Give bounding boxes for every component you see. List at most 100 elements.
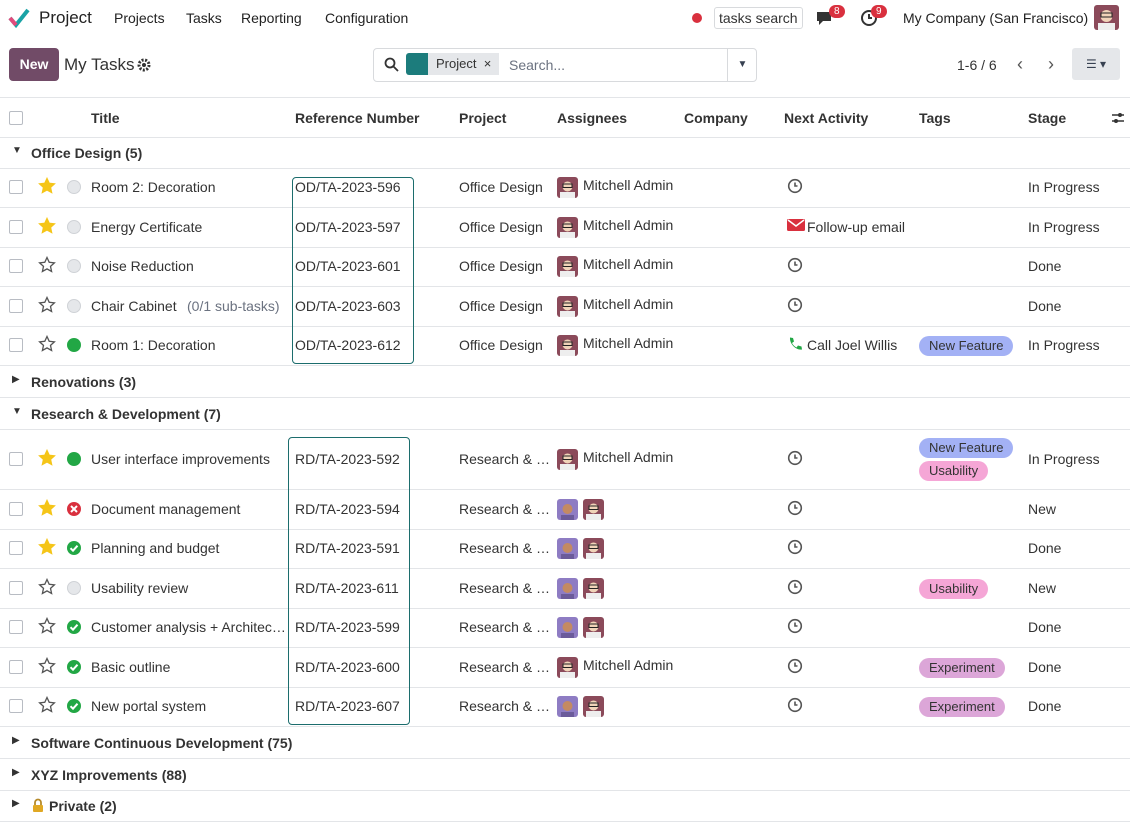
- state-icon[interactable]: [66, 659, 82, 678]
- column-header[interactable]: Stage: [1028, 110, 1067, 126]
- priority-star[interactable]: [38, 448, 56, 470]
- task-row[interactable]: Room 1: Decoration OD/TA-2023-612 Office D…: [0, 327, 1130, 366]
- state-icon[interactable]: [66, 258, 82, 277]
- task-row[interactable]: User interface improvements RD/TA-2023-59…: [0, 429, 1130, 490]
- user-avatar[interactable]: [1094, 5, 1119, 30]
- quick-search[interactable]: tasks search: [714, 7, 803, 29]
- activity-icon[interactable]: [787, 618, 803, 637]
- activity-icon[interactable]: [787, 178, 803, 197]
- state-icon[interactable]: [66, 619, 82, 638]
- new-button[interactable]: New: [9, 48, 59, 81]
- group-row[interactable]: ▶ Software Continuous Development (75): [0, 727, 1130, 759]
- menu-item[interactable]: Tasks: [186, 10, 222, 26]
- priority-star[interactable]: [38, 177, 56, 198]
- pager-next[interactable]: ›: [1048, 54, 1054, 74]
- row-checkbox[interactable]: [9, 451, 23, 466]
- state-icon[interactable]: [66, 179, 82, 198]
- assignee-avatar: [557, 448, 578, 473]
- state-icon[interactable]: [66, 698, 82, 717]
- app-name[interactable]: Project: [39, 8, 92, 27]
- activity-icon[interactable]: [787, 297, 803, 316]
- row-checkbox[interactable]: [9, 659, 23, 674]
- group-row[interactable]: ▶ Renovations (3): [0, 366, 1130, 398]
- column-header[interactable]: Tags: [919, 110, 951, 126]
- group-row[interactable]: ▶ XYZ Improvements (88): [0, 759, 1130, 791]
- row-checkbox[interactable]: [9, 580, 23, 595]
- activity-icon[interactable]: [787, 336, 803, 355]
- task-row[interactable]: Customer analysis + Architec… RD/TA-2023-…: [0, 609, 1130, 648]
- activity-icon[interactable]: [787, 218, 805, 235]
- task-row[interactable]: Usability review RD/TA-2023-611 Research &…: [0, 569, 1130, 609]
- activity-icon[interactable]: [787, 257, 803, 276]
- state-icon[interactable]: [66, 298, 82, 317]
- app-logo[interactable]: [8, 8, 30, 28]
- column-header[interactable]: Title: [91, 110, 120, 126]
- activity-icon[interactable]: [787, 539, 803, 558]
- row-checkbox[interactable]: [9, 180, 23, 195]
- task-row[interactable]: Energy Certificate OD/TA-2023-597 Office D…: [0, 208, 1130, 248]
- priority-star[interactable]: [38, 498, 56, 520]
- pager-prev[interactable]: ‹: [1017, 54, 1023, 74]
- row-checkbox[interactable]: [9, 259, 23, 274]
- row-checkbox[interactable]: [9, 219, 23, 234]
- column-header[interactable]: Reference Number: [295, 110, 420, 126]
- select-all[interactable]: [9, 111, 23, 125]
- column-header[interactable]: Company: [684, 110, 748, 126]
- activity-icon[interactable]: [787, 658, 803, 677]
- activity-icon[interactable]: [787, 579, 803, 598]
- search-toggle[interactable]: ▼: [727, 49, 757, 81]
- priority-star[interactable]: [38, 538, 56, 559]
- row-checkbox[interactable]: [9, 541, 23, 556]
- state-icon[interactable]: [66, 337, 82, 356]
- task-row[interactable]: Planning and budget RD/TA-2023-591 Researc…: [0, 530, 1130, 569]
- column-header[interactable]: Next Activity: [784, 110, 869, 126]
- row-checkbox[interactable]: [9, 699, 23, 714]
- activity-icon[interactable]: [787, 697, 803, 716]
- optional-columns[interactable]: [1111, 111, 1125, 128]
- priority-star[interactable]: [38, 617, 56, 638]
- search-bar[interactable]: Project × Search... ▼: [373, 48, 757, 82]
- state-icon[interactable]: [66, 501, 82, 520]
- priority-star[interactable]: [38, 216, 56, 238]
- menu-item[interactable]: Reporting: [241, 10, 302, 26]
- task-row[interactable]: Document management RD/TA-2023-594 Researc…: [0, 490, 1130, 530]
- task-row[interactable]: Room 2: Decoration OD/TA-2023-596 Office D…: [0, 169, 1130, 208]
- activity-icon[interactable]: [787, 450, 803, 469]
- priority-star[interactable]: [38, 696, 56, 717]
- view-switcher[interactable]: ☰ ▾: [1072, 48, 1120, 80]
- company-switcher[interactable]: My Company (San Francisco): [903, 10, 1089, 26]
- row-checkbox[interactable]: [9, 501, 23, 516]
- menu-item[interactable]: Configuration: [325, 10, 409, 26]
- task-row[interactable]: New portal system RD/TA-2023-607 Research …: [0, 688, 1130, 727]
- priority-star[interactable]: [38, 256, 56, 277]
- group-row[interactable]: ▶ Private (2): [0, 790, 1130, 822]
- priority-star[interactable]: [38, 295, 56, 317]
- priority-star[interactable]: [38, 577, 56, 599]
- search-placeholder[interactable]: Search...: [509, 57, 566, 73]
- facet[interactable]: Project ×: [428, 53, 500, 75]
- priority-star[interactable]: [38, 656, 56, 678]
- menu-item[interactable]: Projects: [114, 10, 165, 26]
- column-header[interactable]: Assignees: [557, 110, 628, 126]
- task-row[interactable]: Basic outline RD/TA-2023-600 Research & … M…: [0, 648, 1130, 688]
- state-icon[interactable]: [66, 540, 82, 559]
- row-checkbox[interactable]: [9, 338, 23, 353]
- row-checkbox[interactable]: [9, 620, 23, 635]
- group-row[interactable]: ▼ Office Design (5): [0, 137, 1130, 169]
- task-row[interactable]: Noise Reduction OD/TA-2023-601 Office Desi…: [0, 248, 1130, 287]
- task-row[interactable]: Chair Cabinet (0/1 sub-tasks) OD/TA-2023-6…: [0, 287, 1130, 327]
- project-name: Research & …: [459, 698, 551, 715]
- group-row[interactable]: ▼ Research & Development (7): [0, 398, 1130, 430]
- priority-star[interactable]: [38, 335, 56, 356]
- state-icon[interactable]: [66, 580, 82, 599]
- column-header[interactable]: Project: [459, 110, 507, 126]
- activity-label[interactable]: Call Joel Willis: [807, 337, 898, 354]
- settings-gear[interactable]: [137, 58, 151, 72]
- activity-label[interactable]: Follow-up email: [807, 218, 906, 235]
- messages-icon[interactable]: [815, 9, 835, 27]
- activities-icon[interactable]: [860, 9, 878, 27]
- state-icon[interactable]: [66, 451, 82, 470]
- activity-icon[interactable]: [787, 500, 803, 519]
- state-icon[interactable]: [66, 219, 82, 238]
- row-checkbox[interactable]: [9, 298, 23, 313]
